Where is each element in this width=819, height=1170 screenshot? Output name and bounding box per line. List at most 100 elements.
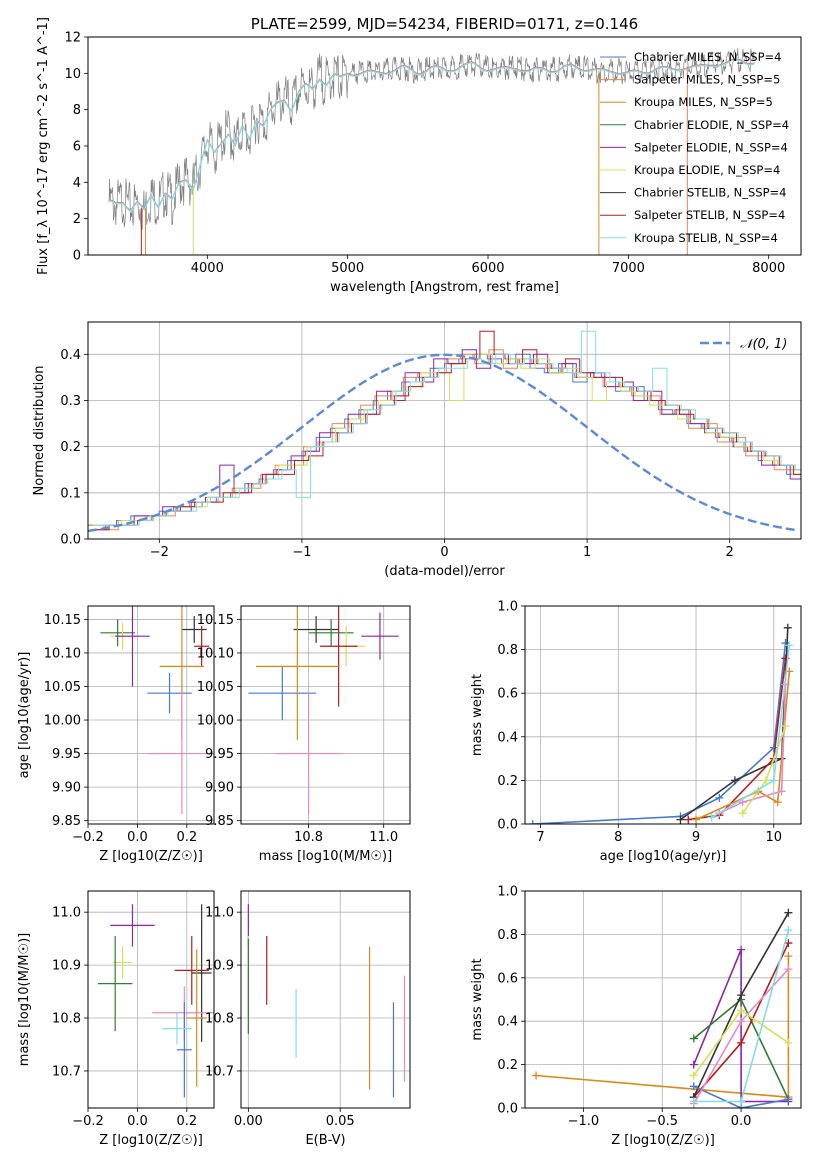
panel-7-errorbars bbox=[247, 904, 406, 1098]
y-tick-label: 4 bbox=[73, 176, 81, 191]
legend-label: Salpeter STELIB, N_SSP=4 bbox=[634, 208, 785, 222]
panel-3-axes: −0.2 0.0 0.2 9.85 9.90 9.95 10.00 10.05 10.10 10.… bbox=[17, 606, 214, 864]
x-axis-label: E(B-V) bbox=[305, 1133, 345, 1148]
mass-weight-point bbox=[784, 939, 793, 948]
y-tick-label: 0.8 bbox=[497, 643, 518, 658]
mass-weight-point bbox=[737, 1097, 746, 1106]
x-axis-label: Z [log10(Z/Z☉)] bbox=[611, 1133, 715, 1148]
y-axis-label: Normed distribution bbox=[32, 366, 47, 496]
spectrum-background bbox=[88, 37, 801, 255]
mass-weight-point bbox=[784, 952, 793, 961]
mass-weight-point bbox=[715, 793, 724, 802]
x-tick-label: 11.0 bbox=[369, 830, 398, 845]
mass-weight-point bbox=[730, 776, 739, 785]
mass-weight-point bbox=[769, 743, 778, 752]
y-tick-label: 9.95 bbox=[205, 747, 234, 762]
panel-4-errorbars bbox=[248, 606, 399, 814]
y-tick-label: 10.00 bbox=[44, 714, 81, 729]
mass-weight-point bbox=[781, 721, 790, 730]
mass-weight-point bbox=[737, 945, 746, 954]
panel-5-frame bbox=[524, 605, 802, 825]
x-tick-label: 0.00 bbox=[234, 1114, 263, 1129]
chart-title: PLATE=2599, MJD=54234, FIBERID=0171, z=0… bbox=[251, 15, 638, 33]
y-tick-label: 9.85 bbox=[52, 814, 81, 829]
legend-label: Salpeter ELODIE, N_SSP=4 bbox=[634, 140, 788, 154]
mass-weight-line bbox=[680, 627, 789, 821]
mass-weight-point bbox=[737, 991, 746, 1000]
legend-label: Chabrier MILES, N_SSP=4 bbox=[634, 50, 781, 64]
mass-weight-line bbox=[688, 658, 787, 821]
legend-label: Kroupa ELODIE, N_SSP=4 bbox=[634, 163, 780, 177]
panel-2-axes: −2 −1 0 1 2 0.0 0.1 0.2 0.3 0.4 (data-model)/error… bbox=[32, 322, 801, 579]
mass-weight-point bbox=[783, 623, 792, 632]
panel-2-frame bbox=[87, 321, 802, 540]
panel-6-axes: −0.2 0.0 0.2 10.7 10.8 10.9 11.0 Z [log10(Z/Z☉)… bbox=[17, 891, 214, 1148]
legend-label: Salpeter MILES, N_SSP=5 bbox=[634, 73, 780, 87]
y-tick-label: 2 bbox=[73, 212, 81, 227]
legend: Chabrier MILES, N_SSP=4 Salpeter MILES, N… bbox=[600, 50, 789, 245]
x-tick-label: 1 bbox=[583, 545, 591, 560]
mass-weight-point bbox=[707, 813, 716, 822]
y-tick-label: 0.4 bbox=[60, 348, 81, 363]
mass-weight-point bbox=[689, 1097, 698, 1106]
mass-weight-point bbox=[762, 776, 771, 785]
mass-weight-point bbox=[737, 1006, 746, 1015]
y-tick-label: 11.0 bbox=[205, 906, 234, 921]
y-axis-label: age [log10(age/yr)] bbox=[17, 652, 32, 779]
x-axis-label: Z [log10(Z/Z☉)] bbox=[99, 1133, 203, 1148]
mass-weight-point bbox=[684, 815, 693, 824]
panel-8-frame bbox=[524, 890, 802, 1109]
y-tick-label: 10.10 bbox=[44, 646, 81, 661]
legend-label: Kroupa STELIB, N_SSP=4 bbox=[634, 231, 778, 245]
y-tick-label: 10.15 bbox=[44, 613, 81, 628]
mass-weight-line bbox=[693, 949, 789, 1103]
mass-weight-point bbox=[784, 908, 793, 917]
mass-weight-point bbox=[777, 787, 786, 796]
mass-weight-point bbox=[532, 1071, 541, 1080]
y-tick-label: 0.4 bbox=[497, 730, 518, 745]
mass-weight-point bbox=[689, 1034, 698, 1043]
mass-weight-point bbox=[738, 809, 747, 818]
mass-weight-point bbox=[692, 815, 701, 824]
panel-1-axes: 4000 5000 6000 7000 8000 0 2 4 6 8 10 12 wavelength … bbox=[36, 17, 785, 295]
x-tick-label: −0.2 bbox=[72, 1114, 104, 1129]
mass-weight-point bbox=[784, 926, 793, 935]
x-tick-label: 10 bbox=[766, 830, 783, 845]
y-tick-label: 11.0 bbox=[52, 906, 81, 921]
x-tick-label: 0.2 bbox=[176, 830, 197, 845]
mass-weight-point bbox=[785, 641, 794, 650]
panel-8-axes: −1.0 −0.5 0.0 0.0 0.2 0.4 0.6 0.8 1.0 Z [log10(Z/… bbox=[470, 885, 801, 1148]
mass-weight-line bbox=[693, 1085, 789, 1108]
x-tick-label: 9 bbox=[692, 830, 700, 845]
panel-3-errorbars bbox=[100, 606, 214, 814]
x-tick-label: 5000 bbox=[331, 261, 364, 276]
y-tick-label: 10.9 bbox=[205, 959, 234, 974]
y-tick-label: 1.0 bbox=[497, 885, 518, 900]
x-axis-label: Z [log10(Z/Z☉)] bbox=[99, 849, 203, 864]
y-axis-label: mass [log10(M/M☉)] bbox=[17, 933, 32, 1066]
mass-weight-point bbox=[784, 965, 793, 974]
x-axis-label: age [log10(age/yr)] bbox=[600, 849, 727, 864]
x-tick-label: 8000 bbox=[752, 261, 785, 276]
mass-weight-point bbox=[773, 798, 782, 807]
mass-weight-point bbox=[784, 1038, 793, 1047]
x-tick-label: 0.0 bbox=[127, 1114, 148, 1129]
x-tick-label: 10.8 bbox=[294, 830, 323, 845]
mass-weight-point bbox=[689, 1082, 698, 1091]
spectrum-plot bbox=[108, 47, 755, 255]
legend-label: 𝒩(0, 1) bbox=[740, 337, 787, 352]
x-tick-label: 0.05 bbox=[326, 1114, 355, 1129]
x-tick-label: 0 bbox=[440, 545, 448, 560]
y-tick-label: 10.7 bbox=[205, 1064, 234, 1079]
y-tick-label: 9.95 bbox=[52, 747, 81, 762]
x-tick-label: 0.2 bbox=[176, 1114, 197, 1129]
y-tick-label: 0.0 bbox=[497, 818, 518, 833]
y-tick-label: 10.15 bbox=[197, 613, 234, 628]
x-tick-label: 2 bbox=[726, 545, 734, 560]
mass-weight-point bbox=[689, 1071, 698, 1080]
panel-6-errorbars bbox=[97, 904, 214, 1098]
y-tick-label: 6 bbox=[73, 140, 81, 155]
residual-histogram bbox=[96, 330, 801, 526]
y-tick-label: 0.0 bbox=[60, 533, 81, 548]
